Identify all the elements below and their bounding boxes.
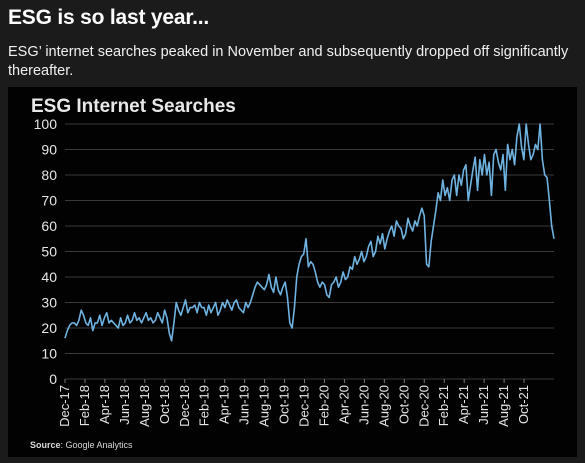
x-tick-label-feb-18: Feb-18 <box>77 385 92 426</box>
x-tick-label-aug-19: Aug-19 <box>257 385 272 427</box>
x-tick-label-dec-17: Dec-17 <box>57 385 72 427</box>
x-tick-label-aug-20: Aug-20 <box>376 385 391 427</box>
x-tick-label-jun-20: Jun-20 <box>356 385 371 425</box>
x-tick-label-aug-21: Aug-21 <box>496 385 511 427</box>
x-tick-label-oct-20: Oct-20 <box>396 385 411 424</box>
x-tick-label-dec-18: Dec-18 <box>177 385 192 427</box>
x-tick-label-apr-20: Apr-20 <box>336 385 351 424</box>
x-tick-label-feb-19: Feb-19 <box>197 385 212 426</box>
headline: ESG is so last year... <box>8 6 210 29</box>
y-tick-label-30: 30 <box>41 295 57 311</box>
chart-title: ESG Internet Searches <box>31 96 236 117</box>
series-line-0 <box>64 123 555 342</box>
y-tick-label-100: 100 <box>34 116 58 132</box>
source-label: Source <box>30 440 61 450</box>
x-tick-label-feb-21: Feb-21 <box>436 385 451 426</box>
x-tick-label-dec-20: Dec-20 <box>416 385 431 427</box>
subtitle: ESG’ internet searches peaked in Novembe… <box>8 44 569 79</box>
x-tick-label-oct-19: Oct-19 <box>277 385 292 424</box>
x-tick-label-jun-21: Jun-21 <box>476 385 491 425</box>
esg-searches-chart: 0 10 20 30 40 50 60 70 80 90 100 Dec-17 Feb-18 Apr-18… <box>34 116 555 427</box>
x-tick-label-apr-19: Apr-19 <box>217 385 232 424</box>
x-tick-label-oct-21: Oct-21 <box>516 385 531 424</box>
y-tick-label-0: 0 <box>49 371 57 387</box>
x-tick-label-apr-18: Apr-18 <box>97 385 112 424</box>
x-tick-label-apr-21: Apr-21 <box>456 385 471 424</box>
x-tick-label-oct-18: Oct-18 <box>157 385 172 424</box>
source-text: : Google Analytics <box>60 440 133 450</box>
x-tick-label-dec-19: Dec-19 <box>297 385 312 427</box>
y-tick-label-90: 90 <box>41 142 57 158</box>
y-tick-label-80: 80 <box>41 167 57 183</box>
y-tick-label-60: 60 <box>41 218 57 234</box>
x-tick-label-jun-18: Jun-18 <box>117 385 132 425</box>
y-tick-label-70: 70 <box>41 193 57 209</box>
y-tick-label-50: 50 <box>41 244 57 260</box>
y-tick-label-20: 20 <box>41 320 57 336</box>
source-note: Source: Google Analytics <box>30 440 133 450</box>
x-tick-label-feb-20: Feb-20 <box>316 385 331 426</box>
y-tick-label-10: 10 <box>41 346 57 362</box>
x-tick-label-jun-19: Jun-19 <box>237 385 252 425</box>
chart-panel: 0 10 20 30 40 50 60 70 80 90 100 Dec-17 Feb-18 Apr-18… <box>8 87 577 457</box>
y-tick-label-40: 40 <box>41 269 57 285</box>
x-tick-label-aug-18: Aug-18 <box>137 385 152 427</box>
